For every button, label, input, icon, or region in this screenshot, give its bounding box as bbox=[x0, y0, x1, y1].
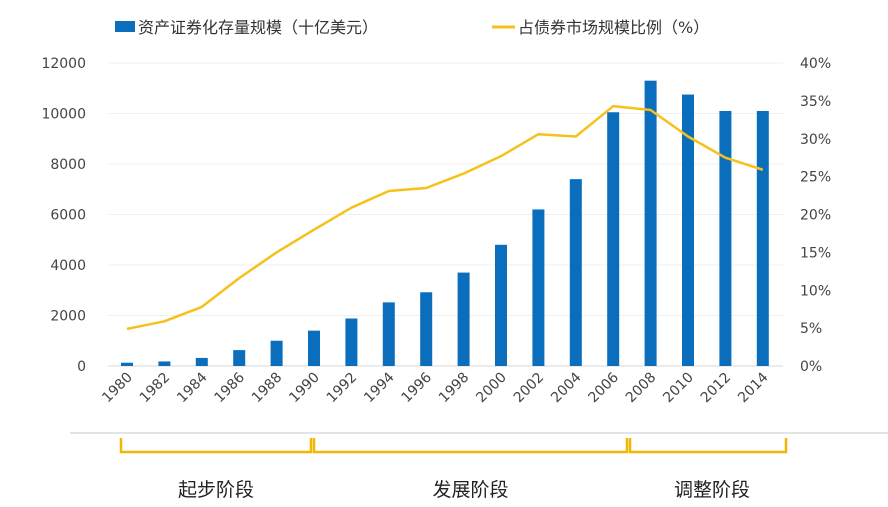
y-left-tick-label: 2000 bbox=[50, 309, 86, 325]
x-tick-label: 2004 bbox=[548, 369, 585, 406]
left-axis-ticks: 0 2000 4000 6000 8000 10000 12000 bbox=[41, 56, 86, 375]
phase-label: 调整阶段 bbox=[674, 479, 750, 501]
x-tick-label: 2014 bbox=[735, 369, 772, 406]
x-tick-label: 1992 bbox=[324, 370, 361, 407]
x-tick-label: 1980 bbox=[99, 370, 136, 407]
bar-1982 bbox=[158, 361, 171, 366]
legend-label-line: 占债券市场规模比例（%） bbox=[518, 18, 709, 37]
y-right-tick-label: 0% bbox=[800, 359, 822, 375]
x-tick-label: 1984 bbox=[174, 369, 211, 406]
x-tick-label: 1994 bbox=[361, 369, 398, 406]
bar-1988 bbox=[270, 340, 283, 366]
bar-2000 bbox=[495, 244, 507, 366]
x-tick-label: 2006 bbox=[586, 369, 623, 406]
y-left-tick-label: 8000 bbox=[50, 157, 86, 173]
bar-1984 bbox=[195, 357, 208, 366]
bar-2006 bbox=[607, 112, 620, 366]
bars bbox=[121, 80, 769, 367]
x-axis-ticks: 1980 1982 1984 1986 1988 1990 1992 1994 1996 1998… bbox=[99, 369, 771, 406]
bar-1996 bbox=[420, 292, 433, 366]
bar-2004 bbox=[569, 179, 582, 366]
phase-label: 发展阶段 bbox=[432, 479, 508, 501]
x-tick-label: 1996 bbox=[399, 369, 436, 406]
phase-bracket bbox=[119, 438, 313, 454]
bar-1994 bbox=[382, 302, 395, 366]
bar-1998 bbox=[457, 272, 470, 366]
x-tick-label: 1988 bbox=[249, 370, 286, 407]
y-right-tick-label: 20% bbox=[800, 208, 831, 224]
bar-2002 bbox=[532, 209, 545, 366]
x-tick-label: 2008 bbox=[623, 370, 660, 407]
y-left-tick-label: 6000 bbox=[50, 208, 86, 224]
gridlines bbox=[108, 62, 783, 367]
x-tick-label: 1982 bbox=[137, 370, 174, 407]
bar-1986 bbox=[233, 350, 246, 366]
y-left-tick-label: 0 bbox=[77, 359, 86, 375]
y-right-tick-label: 10% bbox=[800, 283, 831, 299]
bar-2010 bbox=[682, 94, 694, 366]
phase-label: 起步阶段 bbox=[178, 479, 254, 501]
x-tick-label: 2012 bbox=[698, 370, 735, 407]
y-right-tick-label: 25% bbox=[800, 170, 831, 186]
ratio-line-path bbox=[126, 104, 764, 331]
y-left-tick-label: 10000 bbox=[41, 107, 86, 123]
bar-2012 bbox=[719, 110, 732, 366]
x-tick-label: 1998 bbox=[436, 370, 473, 407]
x-tick-label: 2000 bbox=[473, 370, 510, 407]
y-left-tick-label: 4000 bbox=[50, 258, 86, 274]
legend-swatch-bar bbox=[115, 21, 135, 32]
x-tick-label: 2010 bbox=[660, 370, 697, 407]
x-tick-label: 1990 bbox=[286, 370, 323, 407]
x-tick-label: 2002 bbox=[511, 370, 548, 407]
y-right-tick-label: 40% bbox=[800, 56, 831, 72]
x-tick-label: 1986 bbox=[212, 369, 249, 406]
y-right-tick-label: 35% bbox=[800, 94, 831, 110]
y-left-tick-label: 12000 bbox=[41, 56, 86, 72]
bar-1992 bbox=[345, 318, 358, 366]
right-axis-ticks: 0% 5% 10% 15% 20% 25% 30% 35% 40% bbox=[800, 56, 831, 375]
y-right-tick-label: 15% bbox=[800, 245, 831, 261]
y-right-tick-label: 30% bbox=[800, 132, 831, 148]
phase-bracket bbox=[628, 438, 788, 454]
bar-1980 bbox=[121, 362, 133, 366]
phases: 起步阶段 发展阶段 调整阶段 bbox=[119, 438, 788, 501]
phase-bracket bbox=[312, 438, 629, 454]
y-right-tick-label: 5% bbox=[800, 321, 822, 337]
bar-2014 bbox=[756, 110, 769, 366]
legend-label-bar: 资产证券化存量规模（十亿美元） bbox=[138, 18, 378, 37]
bar-2008 bbox=[644, 80, 657, 367]
bar-1990 bbox=[308, 330, 320, 366]
legend: 资产证券化存量规模（十亿美元） 占债券市场规模比例（%） bbox=[115, 18, 709, 37]
ratio-line bbox=[126, 104, 764, 331]
